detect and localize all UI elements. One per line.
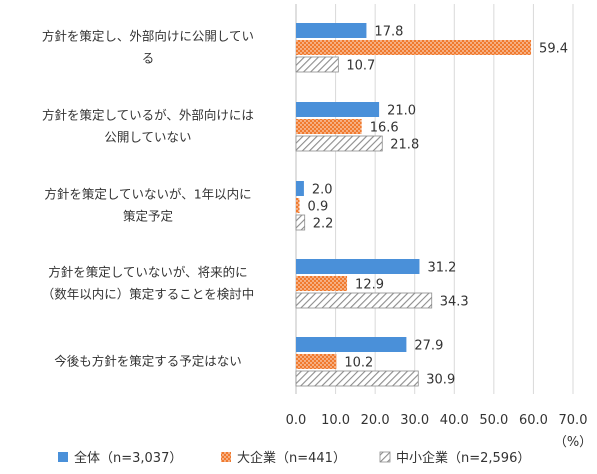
data-label: 59.4 <box>539 42 568 57</box>
category-label: 公開していない <box>104 130 191 145</box>
legend-swatch <box>379 451 391 463</box>
data-label: 30.9 <box>426 373 455 388</box>
bar <box>295 214 306 231</box>
category-label: （数年以内に）策定することを検討中 <box>42 287 255 302</box>
bar <box>296 198 300 213</box>
x-tick-label: 70.0 <box>559 413 588 428</box>
data-label: 2.2 <box>313 217 334 232</box>
data-label: 12.9 <box>355 278 384 293</box>
x-tick-label: 50.0 <box>479 413 508 428</box>
bar <box>296 259 420 274</box>
bar <box>296 119 362 134</box>
x-tick-label: 60.0 <box>519 413 548 428</box>
bar <box>296 23 367 38</box>
legend: 全体（n=3,037） 大企業（n=441） 中小企業（n=2,596） <box>58 450 530 466</box>
x-tick-label: 30.0 <box>400 413 429 428</box>
bar <box>296 337 407 352</box>
bar <box>295 370 419 387</box>
legend-item: 全体（n=3,037） <box>58 450 182 466</box>
x-axis-ticks: 0.0 10.0 20.0 30.0 40.0 50.0 60.0 70.0 <box>286 413 588 428</box>
data-label: 2.0 <box>312 183 333 198</box>
bar <box>296 276 348 291</box>
legend-item: 大企業（n=441） <box>221 450 346 466</box>
data-label: 10.7 <box>346 59 375 74</box>
category-label: 方針を策定していないが、将来的に <box>48 265 247 280</box>
category-label: 方針を策定し、外部向けに公開してい <box>42 29 254 44</box>
data-label: 17.8 <box>374 25 403 40</box>
x-tick-label: 0.0 <box>286 413 307 428</box>
category-label: 方針を策定しているが、外部向けには <box>42 108 254 123</box>
legend-item: 中小企業（n=2,596） <box>379 450 530 466</box>
legend-swatch <box>58 452 68 462</box>
data-label: 27.9 <box>414 339 443 354</box>
data-label: 21.0 <box>387 104 416 119</box>
x-tick-label: 40.0 <box>440 413 469 428</box>
bar <box>296 354 337 369</box>
data-label: 16.6 <box>370 121 399 136</box>
x-axis-unit: （%） <box>554 435 592 450</box>
data-label: 10.2 <box>344 356 373 371</box>
data-label: 21.8 <box>390 138 419 153</box>
data-label: 34.3 <box>440 295 469 310</box>
category-label: 方針を策定していないが、1年以内に <box>44 187 251 202</box>
category-label: 今後も方針を策定する予定はない <box>54 354 242 369</box>
x-tick-label: 10.0 <box>321 413 350 428</box>
data-label: 0.9 <box>308 200 329 215</box>
bar <box>295 292 433 309</box>
legend-swatch <box>221 452 231 462</box>
category-label: る <box>142 51 155 66</box>
bar <box>295 56 339 73</box>
legend-label: 全体（n=3,037） <box>74 450 182 466</box>
legend-label: 中小企業（n=2,596） <box>396 450 530 466</box>
bar <box>296 181 304 196</box>
category-labels: 方針を策定し、外部向けに公開している方針を策定しているが、外部向けには公開してい… <box>42 29 255 369</box>
data-label: 31.2 <box>427 261 456 276</box>
x-tick-label: 20.0 <box>361 413 390 428</box>
bars: 17.8 21.0 2.0 31.2 27.9 59.4 16.6 0.9 12.9 10.2 10… <box>295 23 568 388</box>
category-label: 策定予定 <box>123 209 173 224</box>
bar <box>296 40 532 55</box>
legend-label: 大企業（n=441） <box>237 450 346 466</box>
bar <box>295 135 383 152</box>
bar <box>296 102 380 117</box>
